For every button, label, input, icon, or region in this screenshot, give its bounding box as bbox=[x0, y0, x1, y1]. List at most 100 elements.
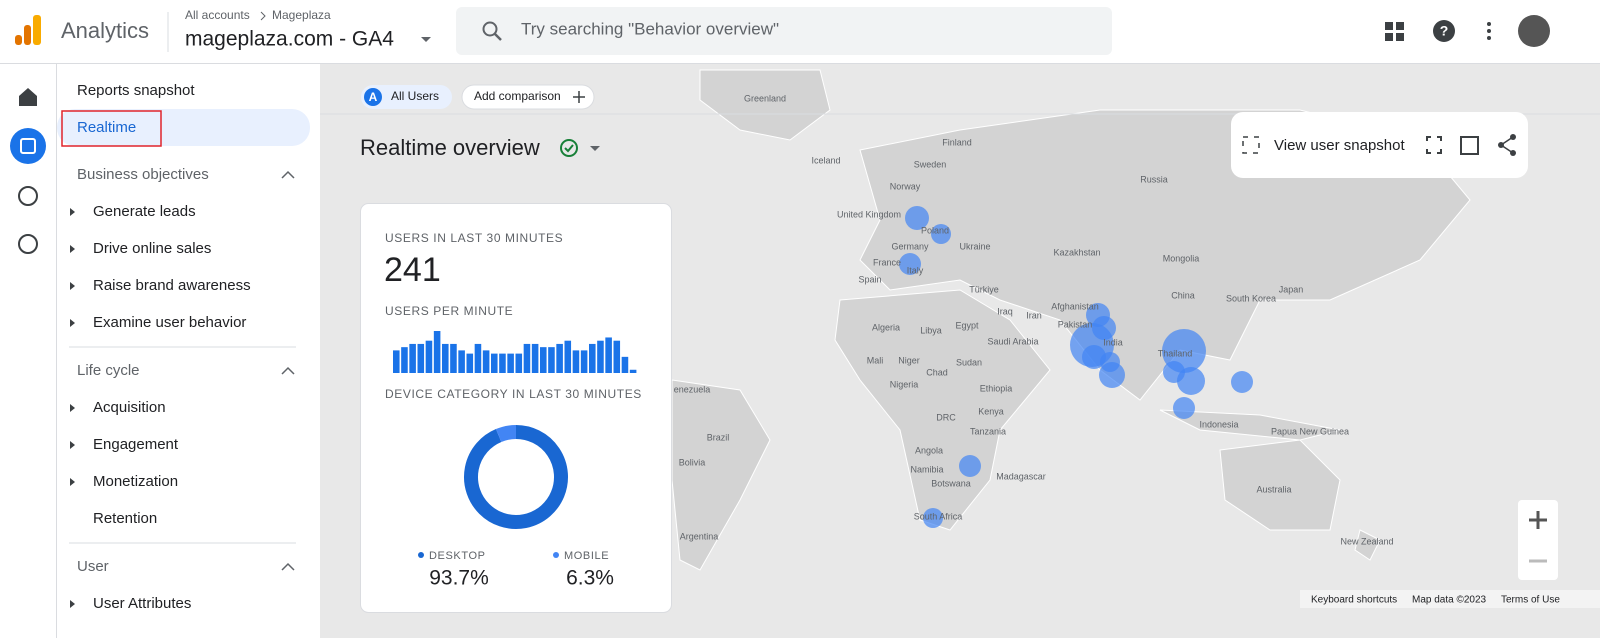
home-icon[interactable] bbox=[19, 88, 37, 106]
bar bbox=[515, 353, 523, 373]
bar bbox=[629, 369, 637, 373]
map-labels: Greenland Iceland Finland Sweden Norway … bbox=[674, 93, 1394, 546]
zoom-controls bbox=[1518, 500, 1558, 580]
map-label: United Kingdom bbox=[837, 209, 901, 219]
nav-item[interactable]: Monetization bbox=[93, 473, 178, 490]
map-label: Poland bbox=[921, 225, 949, 235]
footer-link[interactable]: Keyboard shortcuts bbox=[1311, 595, 1397, 606]
map-label: Algeria bbox=[872, 322, 900, 332]
explore-icon[interactable] bbox=[18, 186, 38, 206]
toolbar bbox=[1231, 112, 1528, 178]
map-label: Kenya bbox=[978, 406, 1004, 416]
map-label: Iran bbox=[1026, 310, 1042, 320]
nav-item[interactable]: Realtime bbox=[77, 119, 136, 136]
apps-icon[interactable] bbox=[1385, 22, 1404, 41]
collapse-icon[interactable] bbox=[281, 170, 295, 179]
expand-arrow bbox=[70, 478, 75, 486]
bar bbox=[425, 340, 433, 373]
expand-arrow bbox=[70, 208, 75, 216]
map-label: Chad bbox=[926, 367, 948, 377]
add-comparison-label: Add comparison bbox=[474, 89, 561, 103]
snapshot-icon bbox=[1242, 136, 1260, 154]
bar bbox=[442, 343, 449, 373]
section-title[interactable]: Business objectives bbox=[77, 166, 209, 183]
segment-name: All Users bbox=[391, 89, 439, 103]
nav-item[interactable]: Drive online sales bbox=[93, 240, 211, 257]
legend-dot bbox=[553, 552, 559, 558]
bar bbox=[499, 353, 506, 373]
map-label: Brazil bbox=[707, 432, 730, 442]
map-label: Iceland bbox=[811, 155, 840, 165]
device-value: 6.3% bbox=[566, 567, 614, 590]
more-icon[interactable] bbox=[1487, 22, 1491, 40]
bar bbox=[548, 347, 555, 373]
footer-link[interactable]: Terms of Use bbox=[1501, 595, 1560, 606]
breadcrumb[interactable]: Mageplaza bbox=[272, 8, 331, 22]
add-comparison[interactable] bbox=[461, 84, 595, 110]
per-minute-chart bbox=[393, 331, 637, 373]
map-label: Libya bbox=[920, 325, 942, 335]
nav-item[interactable]: Retention bbox=[93, 510, 157, 527]
nav-item[interactable]: Examine user behavior bbox=[93, 314, 246, 331]
map-label: Thailand bbox=[1158, 348, 1193, 358]
map-label: Türkiye bbox=[969, 284, 999, 294]
map-label: Indonesia bbox=[1199, 419, 1238, 429]
status-icon bbox=[560, 139, 578, 157]
map-label: Ethiopia bbox=[980, 383, 1013, 393]
search-box[interactable] bbox=[456, 7, 1112, 55]
sidebar bbox=[57, 64, 320, 638]
nav-item[interactable]: Raise brand awareness bbox=[93, 277, 251, 294]
map-label: Egypt bbox=[955, 320, 979, 330]
nav-item[interactable]: Acquisition bbox=[93, 399, 166, 416]
map-label: Russia bbox=[1140, 174, 1168, 184]
nav-item[interactable]: Reports snapshot bbox=[77, 82, 195, 99]
map-label: Tanzania bbox=[970, 426, 1006, 436]
reports-icon[interactable] bbox=[10, 128, 46, 164]
map-label: Niger bbox=[898, 355, 920, 365]
collapse-icon[interactable] bbox=[281, 366, 295, 375]
section-title[interactable]: Life cycle bbox=[77, 362, 140, 379]
search-icon bbox=[482, 21, 498, 37]
map-label: Australia bbox=[1256, 484, 1291, 494]
map-label: South Korea bbox=[1226, 293, 1276, 303]
section-title[interactable]: User bbox=[77, 558, 109, 575]
segment-chip[interactable] bbox=[361, 85, 452, 109]
bar bbox=[482, 350, 490, 373]
map-footer bbox=[1300, 590, 1600, 608]
advertising-icon[interactable] bbox=[18, 234, 38, 254]
collapse-icon[interactable] bbox=[281, 562, 295, 571]
device-chart: DESKTOP 93.7% MOBILE 6.3% bbox=[418, 425, 614, 590]
fullscreen-icon[interactable] bbox=[1426, 136, 1442, 154]
help-icon[interactable] bbox=[1433, 20, 1455, 42]
product-name: Analytics bbox=[61, 18, 149, 43]
bar bbox=[605, 337, 612, 373]
map-label: Sudan bbox=[956, 357, 982, 367]
breadcrumb[interactable]: All accounts bbox=[185, 8, 250, 22]
customize-icon[interactable] bbox=[1460, 136, 1479, 155]
avatar[interactable] bbox=[1518, 15, 1550, 47]
bar bbox=[474, 343, 482, 373]
search-placeholder: Try searching "Behavior overview" bbox=[521, 19, 779, 38]
page-title: Realtime overview bbox=[360, 135, 540, 160]
highlight-box bbox=[61, 110, 162, 147]
view-user-snapshot[interactable]: View user snapshot bbox=[1274, 137, 1405, 154]
property-selector[interactable]: mageplaza.com - GA4 bbox=[185, 28, 394, 51]
expand-arrow bbox=[70, 404, 75, 412]
map-label: Germany bbox=[891, 241, 929, 251]
nav-item[interactable]: Engagement bbox=[93, 436, 179, 453]
reports-glyph bbox=[20, 138, 36, 154]
bar bbox=[613, 340, 621, 373]
nav-item[interactable]: Generate leads bbox=[93, 203, 196, 220]
map-label: Mongolia bbox=[1163, 253, 1200, 263]
zoom-in[interactable] bbox=[1529, 511, 1547, 529]
bar bbox=[507, 353, 514, 373]
bar bbox=[572, 350, 580, 373]
segment-badge-letter: A bbox=[369, 90, 378, 104]
logo bbox=[15, 15, 41, 45]
expand-arrow bbox=[70, 441, 75, 449]
map-label: Argentina bbox=[680, 531, 719, 541]
title-dropdown[interactable] bbox=[590, 146, 600, 151]
device-label: DEVICE CATEGORY IN LAST 30 MINUTES bbox=[385, 387, 642, 401]
nav-item[interactable]: User Attributes bbox=[93, 595, 191, 612]
